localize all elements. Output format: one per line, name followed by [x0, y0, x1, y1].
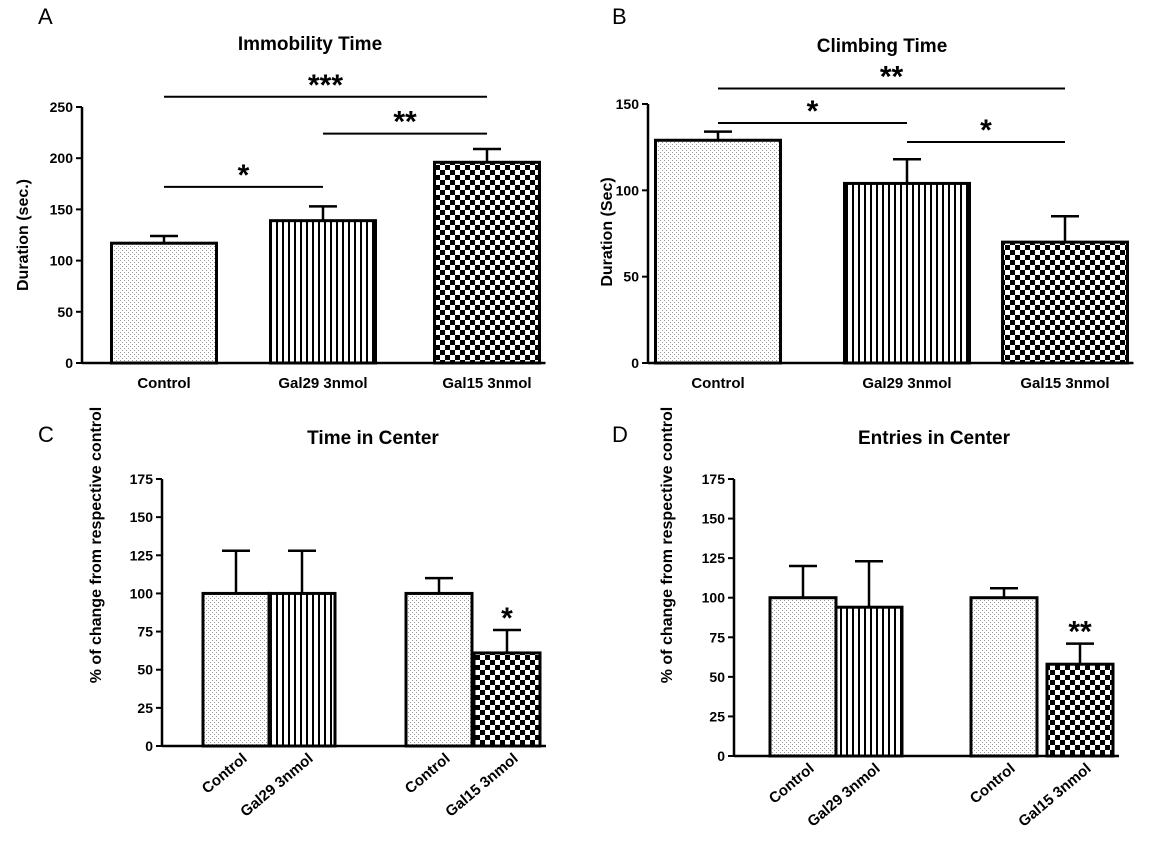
y-tick-label: 200: [50, 150, 74, 166]
y-tick-label: 150: [130, 509, 154, 525]
y-tick-label: 100: [130, 585, 154, 601]
chart-panel-a: 0 50 100 150 200 250 Duration (sec.) Control Gal…: [15, 69, 546, 392]
bar: [1045, 662, 1115, 758]
y-tick-label: 75: [137, 624, 153, 640]
bar: [433, 160, 541, 365]
bar: [1001, 240, 1129, 365]
panel-letter-d: D: [612, 422, 628, 447]
y-axis-label: Duration (sec.): [15, 179, 32, 291]
x-tick-label: Control: [137, 375, 190, 392]
y-tick-label: 100: [616, 182, 640, 198]
x-tick-label: Gal29 3nmol: [278, 375, 367, 392]
significance-star: **: [880, 60, 904, 93]
chart-panel-c: 0 25 50 75 100 125 150 175 % of change from resp…: [88, 407, 546, 820]
chart-title-a: Immobility Time: [238, 34, 382, 55]
y-tick-label: 25: [709, 708, 725, 724]
x-tick-label: Control: [691, 375, 744, 392]
y-tick-label: 125: [130, 547, 154, 563]
y-axis-label: % of change from respective control: [88, 407, 105, 684]
x-tick-label: Gal29 3nmol: [804, 760, 883, 830]
panel-letter-a: A: [38, 4, 53, 29]
panel-letter-b: B: [612, 4, 627, 29]
x-tick-label: Control: [766, 760, 818, 807]
chart-title-c: Time in Center: [307, 428, 439, 449]
x-tick-label: Gal29 3nmol: [862, 375, 951, 392]
y-tick-label: 175: [702, 471, 726, 487]
chart-title-b: Climbing Time: [817, 36, 948, 57]
y-tick-label: 50: [709, 669, 725, 685]
bar: [267, 591, 337, 748]
y-tick-label: 75: [709, 629, 725, 645]
y-tick-label: 250: [50, 99, 74, 115]
chart-panel-d: 0 25 50 75 100 125 150 175 % of change from resp…: [659, 407, 1119, 830]
significance-star: **: [1068, 616, 1092, 649]
x-tick-label: Control: [967, 760, 1019, 807]
y-tick-label: 150: [702, 511, 726, 527]
bar: [404, 591, 474, 748]
y-tick-label: 150: [616, 96, 640, 112]
x-tick-label: Gal15 3nmol: [442, 750, 521, 820]
bar: [969, 596, 1039, 758]
y-tick-label: 25: [137, 700, 153, 716]
significance-star: *: [807, 95, 819, 128]
y-tick-label: 50: [57, 304, 73, 320]
bar: [834, 605, 904, 758]
significance-star: ***: [308, 69, 343, 102]
x-tick-label: Gal15 3nmol: [1020, 375, 1109, 392]
bar: [472, 651, 542, 748]
y-tick-label: 150: [50, 201, 74, 217]
y-tick-label: 0: [717, 748, 725, 764]
significance-star: *: [501, 602, 513, 635]
x-tick-label: Gal15 3nmol: [1015, 760, 1094, 830]
y-tick-label: 125: [702, 550, 726, 566]
significance-star: *: [238, 159, 250, 192]
x-tick-label: Gal29 3nmol: [237, 750, 316, 820]
y-tick-label: 0: [631, 355, 639, 371]
bar: [110, 241, 218, 365]
x-tick-label: Gal15 3nmol: [442, 375, 531, 392]
chart-panel-b: 0 50 100 150 Duration (Sec) Control Gal29 3nmo…: [599, 60, 1134, 392]
bar: [201, 591, 271, 748]
significance-star: **: [393, 106, 417, 139]
panel-letter-c: C: [38, 422, 54, 447]
y-axis-label: % of change from respective control: [659, 407, 676, 684]
x-tick-label: Control: [402, 750, 454, 797]
y-tick-label: 50: [137, 662, 153, 678]
y-axis-label: Duration (Sec): [599, 177, 616, 286]
x-tick-label: Control: [199, 750, 251, 797]
significance-star: *: [980, 114, 992, 147]
y-tick-label: 175: [130, 471, 154, 487]
y-tick-label: 100: [702, 590, 726, 606]
chart-title-d: Entries in Center: [858, 428, 1011, 449]
y-tick-label: 0: [145, 738, 153, 754]
y-tick-label: 50: [623, 269, 639, 285]
bar: [654, 138, 782, 365]
bar: [768, 596, 838, 758]
y-tick-label: 100: [50, 253, 74, 269]
y-tick-label: 0: [65, 355, 73, 371]
bar: [269, 219, 377, 365]
bar: [843, 181, 971, 365]
